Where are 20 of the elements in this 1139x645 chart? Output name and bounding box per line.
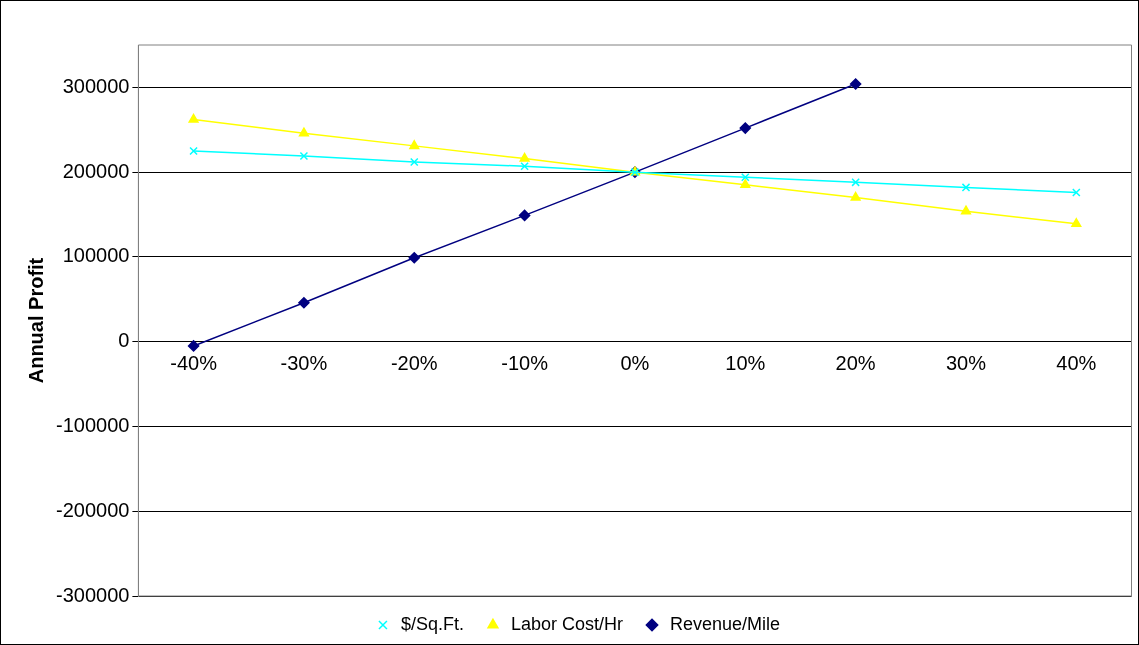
y-axis-title: Annual Profit	[24, 257, 47, 384]
x-tick-label: 20%	[835, 352, 876, 375]
x-tick-label: 30%	[945, 352, 987, 375]
y-tick-label: -200000	[55, 498, 130, 521]
x-tick-label: -40%	[170, 352, 218, 375]
x-tick-label: -30%	[280, 352, 328, 375]
x-tick-label: -10%	[501, 352, 549, 375]
legend-label: Labor Cost/Hr	[510, 613, 624, 634]
x-tick-label: 0%	[620, 352, 650, 375]
legend-label: $/Sq.Ft.	[400, 613, 464, 634]
x-tick-label: 40%	[1056, 352, 1097, 375]
y-tick-label: 0	[118, 329, 130, 352]
x-tick-label: 10%	[725, 352, 766, 375]
x-tick-label: -20%	[390, 352, 438, 375]
y-tick-label: -100000	[55, 413, 130, 436]
y-tick-label: 100000	[62, 244, 130, 267]
y-tick-label: 200000	[62, 159, 130, 182]
legend-label: Revenue/Mile	[670, 613, 781, 634]
y-tick-label: 300000	[62, 74, 130, 97]
y-tick-label: -300000	[55, 583, 130, 606]
